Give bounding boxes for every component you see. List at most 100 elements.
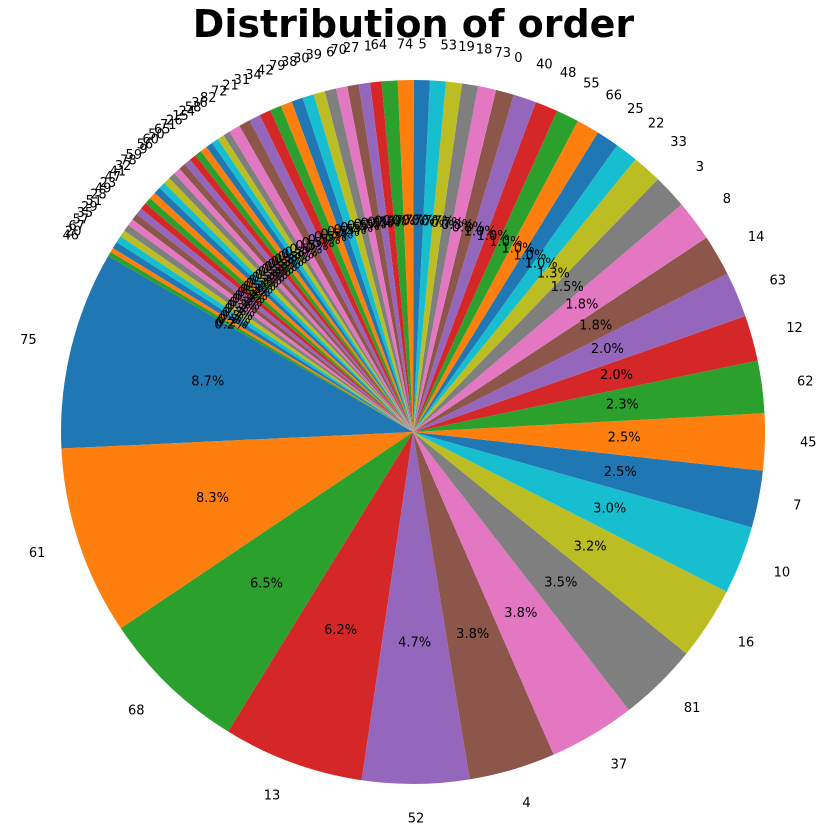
pie-slice-7 bbox=[413, 432, 763, 528]
pie-slice-12 bbox=[413, 316, 758, 432]
slice-percent-41: 0.3% bbox=[240, 283, 273, 298]
pie-slice-58 bbox=[217, 135, 413, 432]
slice-percent-50: 0.3% bbox=[261, 263, 294, 278]
slice-label-32: 32 bbox=[115, 159, 132, 174]
slice-percent-81: 3.5% bbox=[544, 575, 577, 590]
pie-slice-40 bbox=[413, 94, 536, 432]
slice-label-63: 63 bbox=[770, 273, 787, 288]
slice-label-23: 23 bbox=[100, 176, 117, 191]
slice-percent-61: 8.3% bbox=[196, 491, 229, 506]
pie-slice-9 bbox=[169, 173, 413, 432]
pie-slice-60 bbox=[179, 164, 413, 433]
slice-label-67: 67 bbox=[68, 219, 85, 234]
pie-slice-1 bbox=[370, 81, 413, 432]
slice-percent-75: 8.7% bbox=[191, 375, 224, 390]
pie-slice-18 bbox=[413, 83, 479, 432]
slice-label-81: 81 bbox=[684, 701, 701, 716]
slice-percent-59: 0.3% bbox=[249, 274, 282, 289]
slice-label-60: 60 bbox=[142, 132, 159, 147]
slice-percent-35: 0.3% bbox=[222, 305, 255, 320]
slice-percent-47: 0.3% bbox=[237, 286, 270, 301]
slice-percent-13: 6.2% bbox=[324, 623, 357, 638]
slice-label-58: 58 bbox=[185, 100, 202, 115]
pie-slice-34 bbox=[270, 105, 413, 433]
pie-slice-37 bbox=[413, 432, 629, 755]
slice-label-16: 16 bbox=[738, 635, 755, 650]
slice-label-29: 29 bbox=[81, 200, 98, 215]
chart-title: Distribution of order bbox=[192, 2, 635, 46]
pie-slice-61 bbox=[61, 432, 413, 629]
pie-slice-21 bbox=[249, 115, 413, 432]
pie-slice-5 bbox=[413, 80, 430, 432]
slice-percent-21: 0.5% bbox=[301, 236, 334, 251]
slice-label-59: 59 bbox=[126, 148, 143, 163]
pie-slice-32 bbox=[154, 187, 413, 432]
pie-slice-64 bbox=[381, 80, 413, 432]
slice-percent-18: 0.7% bbox=[431, 216, 464, 231]
pie-slice-6 bbox=[335, 86, 413, 432]
slice-label-22: 22 bbox=[648, 117, 665, 132]
slice-label-45: 45 bbox=[800, 436, 817, 451]
slice-percent-42: 0.5% bbox=[320, 228, 353, 243]
slice-percent-46: 0.2% bbox=[214, 318, 247, 333]
pie-slice-30 bbox=[313, 91, 413, 432]
slice-percent-57: 0.3% bbox=[220, 309, 253, 324]
pie-slice-65 bbox=[189, 155, 413, 432]
pie-slice-63 bbox=[413, 273, 746, 432]
slice-percent-1: 0.5% bbox=[374, 215, 407, 230]
slice-label-5: 5 bbox=[419, 37, 427, 52]
slice-percent-10: 3.0% bbox=[593, 501, 626, 516]
slice-label-10: 10 bbox=[774, 566, 791, 581]
pie-slice-3 bbox=[413, 179, 682, 432]
slice-label-82: 82 bbox=[200, 91, 217, 106]
slice-label-15: 15 bbox=[172, 109, 189, 124]
slice-percent-51: 0.3% bbox=[227, 299, 260, 314]
pie-slice-82 bbox=[229, 125, 413, 432]
pie-slice-57 bbox=[116, 236, 413, 432]
slice-percent-19: 0.7% bbox=[421, 215, 454, 230]
slice-label-75: 75 bbox=[20, 333, 37, 348]
slice-label-79: 79 bbox=[269, 59, 286, 74]
slice-percent-31: 0.5% bbox=[308, 233, 341, 248]
slice-label-46: 46 bbox=[62, 229, 79, 244]
slice-percent-73: 0.8% bbox=[441, 218, 474, 233]
pie-slice-59 bbox=[164, 178, 413, 432]
slice-label-0: 0 bbox=[514, 51, 522, 66]
slice-label-27: 27 bbox=[343, 41, 360, 56]
slice-label-72: 72 bbox=[211, 85, 228, 100]
slice-percent-33: 1.3% bbox=[537, 267, 570, 282]
pie-slice-19 bbox=[413, 81, 463, 433]
slice-label-42: 42 bbox=[257, 63, 274, 78]
slice-label-65: 65 bbox=[154, 123, 171, 138]
slice-label-24: 24 bbox=[178, 105, 195, 120]
pie-slice-81 bbox=[413, 432, 687, 711]
slice-percent-22: 1.0% bbox=[525, 257, 558, 272]
slice-label-64: 64 bbox=[371, 38, 388, 53]
slice-label-37: 37 bbox=[611, 758, 628, 773]
pie-slice-38 bbox=[302, 94, 413, 432]
slice-percent-0: 0.8% bbox=[452, 221, 485, 236]
pie-slice-49 bbox=[136, 208, 413, 432]
slice-percent-72: 0.5% bbox=[295, 239, 328, 254]
pie-slice-35 bbox=[120, 230, 413, 432]
slice-percent-23: 0.3% bbox=[235, 289, 268, 304]
pie-slice-42 bbox=[280, 101, 413, 432]
pie-slice-55 bbox=[413, 110, 578, 433]
slice-percent-66: 1.0% bbox=[501, 241, 534, 256]
slice-label-7: 7 bbox=[793, 499, 801, 514]
slice-label-13: 13 bbox=[264, 788, 281, 803]
slice-percent-40: 1.0% bbox=[464, 224, 497, 239]
pie-slice-8 bbox=[413, 204, 707, 432]
slice-percent-68: 6.5% bbox=[250, 577, 283, 592]
slice-percent-20: 0.2% bbox=[216, 315, 249, 330]
pie-slice-73 bbox=[413, 86, 497, 432]
slice-label-26: 26 bbox=[166, 113, 183, 128]
pie-slice-41 bbox=[149, 192, 414, 432]
pie-slice-0 bbox=[413, 89, 514, 432]
slice-label-1: 1 bbox=[364, 40, 372, 55]
pie-slice-23 bbox=[140, 203, 414, 432]
pie-slice-22 bbox=[413, 145, 636, 432]
slice-percent-39: 0.5% bbox=[347, 219, 380, 234]
slice-label-40: 40 bbox=[536, 57, 553, 72]
slice-label-36: 36 bbox=[191, 96, 208, 111]
